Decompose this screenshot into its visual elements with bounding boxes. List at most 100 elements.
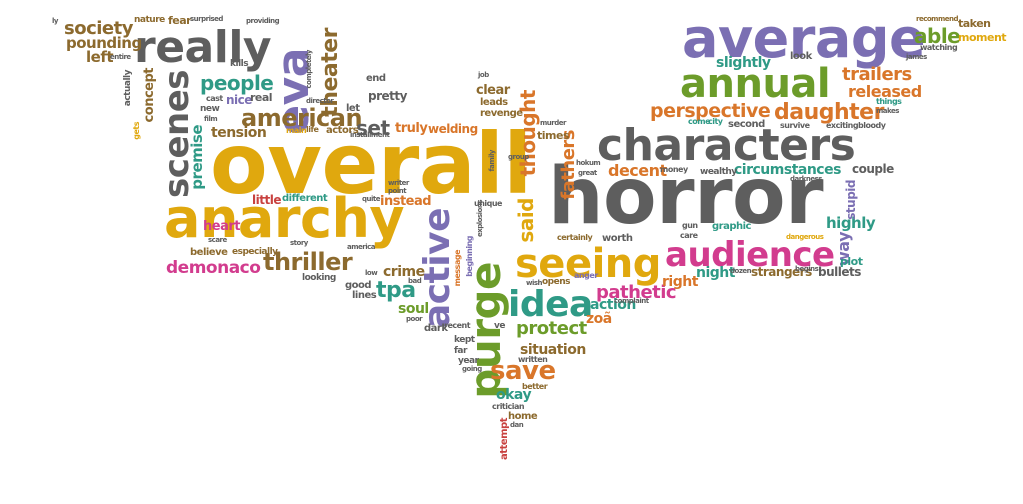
word-zoa: zoã [586, 311, 612, 327]
word-society: society [64, 18, 133, 39]
word-story: story [290, 239, 308, 247]
word-beginning: beginning [465, 236, 474, 277]
word-pretty: pretty [368, 89, 407, 103]
word-home: home [508, 411, 538, 422]
word-perspective: perspective [650, 100, 771, 122]
word-ve: ve [494, 321, 505, 331]
word-scare: scare [208, 236, 227, 244]
word-average: average [682, 7, 926, 70]
word-protect: protect [516, 318, 587, 339]
word-really: really [134, 22, 272, 73]
word-american: american [241, 104, 363, 132]
word-look: look [790, 51, 812, 62]
word-cast: cast [206, 94, 223, 103]
word-save: save [490, 356, 556, 386]
word-bad: bad [408, 277, 422, 285]
word-decent: decent [608, 161, 667, 180]
word-people: people [200, 71, 274, 95]
word-demonaco: demonaco [166, 258, 261, 278]
word-written: written [518, 355, 548, 364]
word-surprised: surprised [190, 15, 223, 23]
word-dangerous: dangerous [786, 233, 824, 241]
word-care: care [680, 231, 698, 240]
word-looking: looking [302, 273, 336, 283]
word-unique: unique [474, 199, 502, 208]
word-murder: murder [540, 119, 566, 127]
word-truly: truly [395, 121, 428, 136]
word-said: said [514, 198, 538, 243]
word-family: family [488, 150, 496, 172]
word-thought: thought [516, 90, 540, 177]
word-little: little [252, 193, 281, 207]
word-trailers: trailers [842, 64, 912, 85]
word-watching: watching [920, 43, 958, 52]
word-money: money [660, 165, 688, 174]
word-kills: kills [230, 59, 249, 69]
word-second: second [728, 119, 765, 130]
word-night: night [696, 265, 735, 281]
word-plot: plot [840, 255, 863, 268]
word-circumstances: circumstances [734, 162, 841, 178]
word-soul: soul [398, 301, 429, 317]
word-premise: premise [188, 125, 206, 190]
word-nice: nice [226, 93, 252, 107]
word-job: job [478, 71, 489, 79]
word-recommend: recommend [916, 15, 959, 23]
word-instead: instead [380, 194, 432, 209]
word-gets: gets [132, 122, 141, 140]
word-makes: makes [876, 107, 899, 115]
word-dark: dark [424, 323, 448, 334]
word-slightly: slightly [716, 55, 771, 71]
word-main: main [286, 126, 307, 135]
word-good: good [345, 280, 372, 291]
word-kept: kept [454, 335, 475, 345]
word-anarchy: anarchy [164, 187, 405, 250]
word-okay: okay [496, 387, 532, 403]
word-actually: actually [123, 70, 133, 107]
word-darkness: darkness [790, 175, 822, 183]
word-pathetic: pathetic [596, 282, 677, 303]
word-daughter: daughter [774, 100, 884, 125]
word-installment: installment [350, 131, 390, 139]
word-pounding: pounding [66, 34, 142, 52]
word-life: life [306, 125, 319, 134]
word-attempt: attempt [499, 418, 510, 460]
word-survive: survive [780, 121, 810, 130]
word-dozen: dozen [730, 267, 752, 275]
word-heart: heart [203, 219, 240, 234]
word-begins: begins [795, 265, 819, 273]
word-recent: recent [444, 321, 471, 330]
word-complaint: complaint [614, 297, 649, 305]
word-action: action [590, 297, 636, 313]
word-director: director [306, 97, 334, 105]
word-anger: anger [574, 271, 598, 280]
word-especially: especially [232, 247, 278, 257]
word-writer: writer [388, 179, 409, 187]
word-idea: idea [508, 284, 593, 325]
word-new: new [200, 104, 220, 114]
word-graphic: graphic [712, 221, 751, 232]
word-released: released [848, 82, 922, 101]
word-america: america [347, 243, 376, 251]
word-let: let [346, 103, 360, 114]
word-times: times [537, 129, 570, 142]
word-overall: overall [210, 115, 532, 213]
word-horror: horror [548, 152, 824, 242]
word-audience: audience [665, 235, 835, 275]
word-wish: wish [526, 279, 543, 287]
word-different: different [282, 193, 328, 204]
word-characters: characters [597, 120, 856, 171]
word-revenge: revenge [480, 108, 523, 119]
word-explosions: explosions [476, 200, 484, 238]
word-couple: couple [852, 162, 894, 176]
word-certainly: certainly [557, 233, 593, 242]
word-dan: dan [510, 421, 524, 429]
word-things: things [876, 97, 902, 106]
word-bloody: bloody [858, 121, 886, 130]
word-providing: providing [246, 17, 280, 25]
word-seeing: seeing [515, 241, 661, 287]
word-poor: poor [406, 315, 423, 323]
word-exciting: exciting [826, 121, 859, 130]
word-entire: entire [110, 53, 131, 61]
